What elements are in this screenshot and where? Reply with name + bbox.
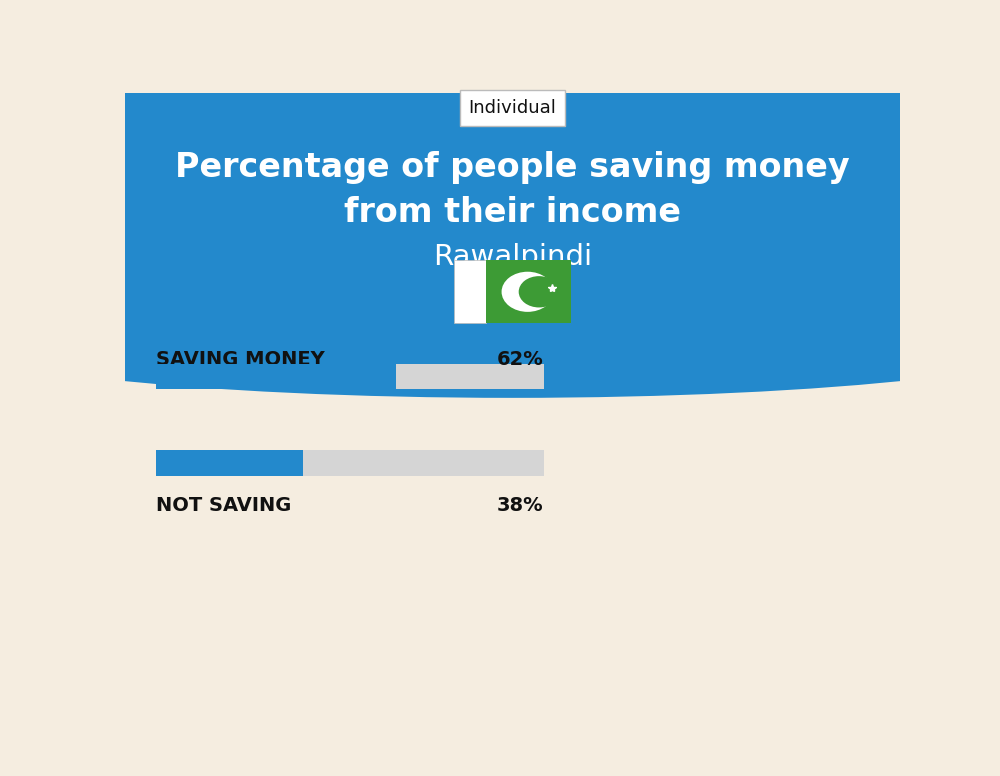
Ellipse shape: [0, 266, 1000, 398]
FancyBboxPatch shape: [486, 261, 571, 323]
Text: 38%: 38%: [497, 496, 544, 515]
Circle shape: [519, 276, 559, 307]
FancyBboxPatch shape: [156, 450, 544, 476]
Text: Individual: Individual: [469, 99, 556, 117]
Text: 62%: 62%: [497, 349, 544, 369]
Text: Percentage of people saving money: Percentage of people saving money: [175, 151, 850, 185]
Text: from their income: from their income: [344, 196, 681, 229]
Circle shape: [502, 272, 554, 312]
FancyBboxPatch shape: [156, 450, 303, 476]
FancyBboxPatch shape: [125, 93, 900, 332]
Text: NOT SAVING: NOT SAVING: [156, 496, 291, 515]
Text: SAVING MONEY: SAVING MONEY: [156, 349, 325, 369]
FancyBboxPatch shape: [156, 364, 396, 389]
Text: Rawalpindi: Rawalpindi: [433, 244, 592, 272]
FancyBboxPatch shape: [454, 261, 486, 323]
FancyBboxPatch shape: [156, 364, 544, 389]
